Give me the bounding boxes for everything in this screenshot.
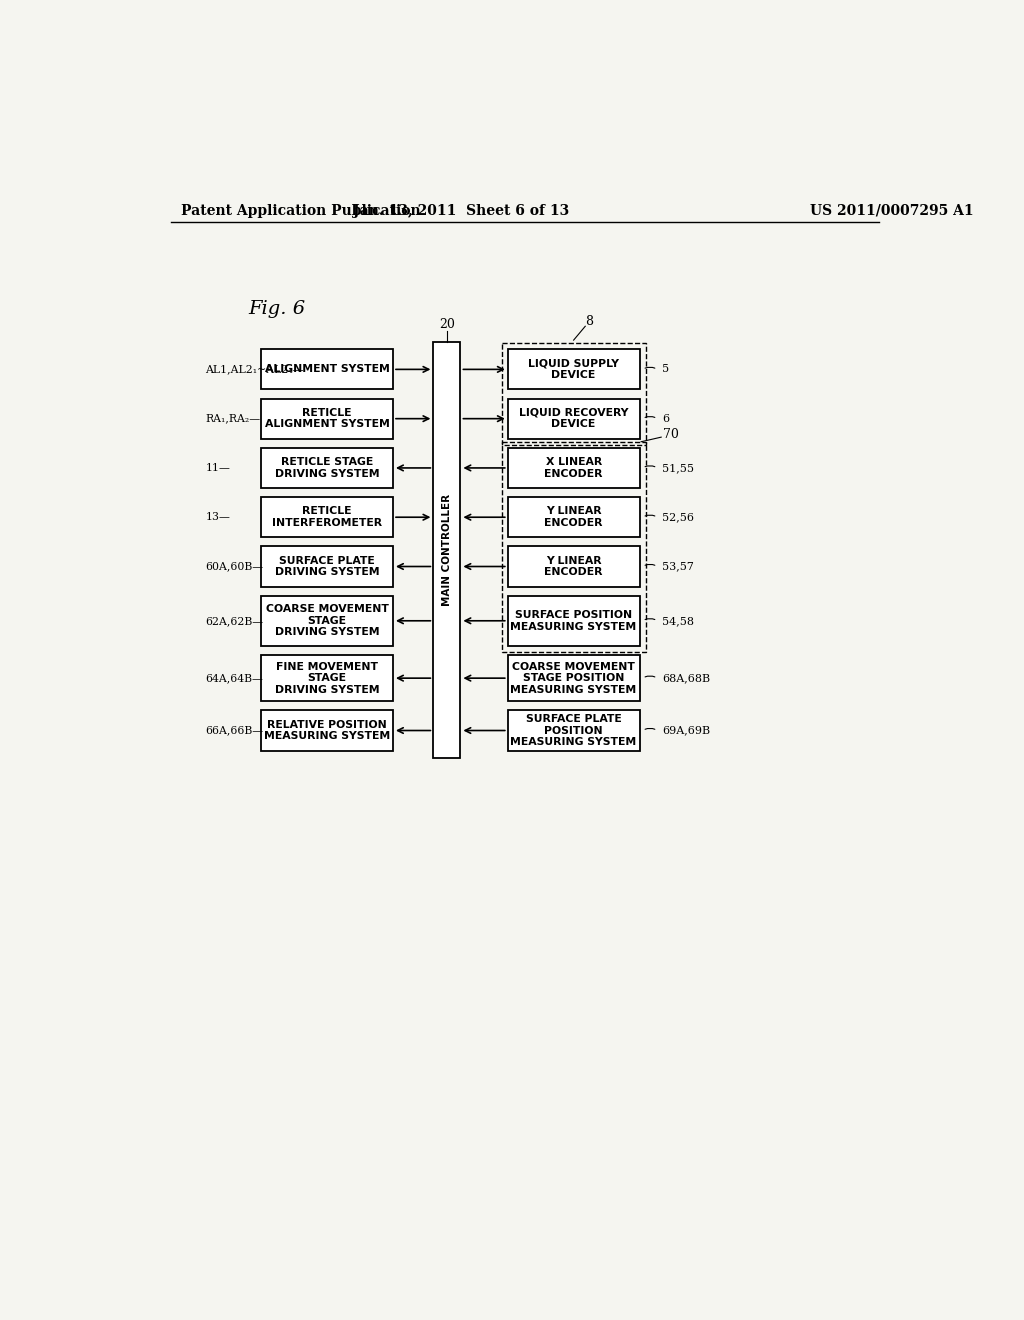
Text: SURFACE PLATE
POSITION
MEASURING SYSTEM: SURFACE PLATE POSITION MEASURING SYSTEM	[511, 714, 637, 747]
Text: 11—: 11—	[206, 463, 230, 473]
Bar	[508, 399, 640, 438]
Text: RETICLE STAGE
DRIVING SYSTEM: RETICLE STAGE DRIVING SYSTEM	[274, 457, 380, 479]
Bar	[508, 546, 640, 586]
Text: Y LINEAR
ENCODER: Y LINEAR ENCODER	[545, 507, 603, 528]
Bar	[508, 447, 640, 488]
Text: LIQUID SUPPLY
DEVICE: LIQUID SUPPLY DEVICE	[528, 359, 620, 380]
Text: RA₁,RA₂—: RA₁,RA₂—	[206, 413, 261, 424]
Bar	[502, 442, 646, 652]
Text: 8: 8	[585, 315, 593, 329]
Text: 20: 20	[439, 318, 455, 331]
Text: Patent Application Publication: Patent Application Publication	[180, 203, 420, 218]
Text: ALIGNMENT SYSTEM: ALIGNMENT SYSTEM	[265, 364, 389, 375]
Text: Jan. 13, 2011  Sheet 6 of 13: Jan. 13, 2011 Sheet 6 of 13	[353, 203, 569, 218]
Bar	[433, 342, 461, 758]
Text: 51,55: 51,55	[662, 463, 694, 473]
Text: 52,56: 52,56	[662, 512, 694, 523]
Text: FINE MOVEMENT
STAGE
DRIVING SYSTEM: FINE MOVEMENT STAGE DRIVING SYSTEM	[274, 661, 380, 694]
Bar	[261, 655, 393, 701]
Text: SURFACE PLATE
DRIVING SYSTEM: SURFACE PLATE DRIVING SYSTEM	[274, 556, 380, 577]
Bar	[508, 498, 640, 537]
Text: RETICLE
ALIGNMENT SYSTEM: RETICLE ALIGNMENT SYSTEM	[265, 408, 389, 429]
Text: RELATIVE POSITION
MEASURING SYSTEM: RELATIVE POSITION MEASURING SYSTEM	[264, 719, 390, 742]
Bar	[261, 546, 393, 586]
Bar	[508, 710, 640, 751]
Text: MAIN CONTROLLER: MAIN CONTROLLER	[442, 494, 452, 606]
Bar	[508, 350, 640, 389]
Bar	[502, 343, 646, 445]
Bar	[261, 447, 393, 488]
Text: 54,58: 54,58	[662, 616, 694, 626]
Text: 68A,68B: 68A,68B	[662, 673, 710, 684]
Text: COARSE MOVEMENT
STAGE POSITION
MEASURING SYSTEM: COARSE MOVEMENT STAGE POSITION MEASURING…	[511, 661, 637, 694]
Bar	[261, 399, 393, 438]
Text: LIQUID RECOVERY
DEVICE: LIQUID RECOVERY DEVICE	[519, 408, 629, 429]
Text: 64A,64B—: 64A,64B—	[206, 673, 263, 684]
Text: SURFACE POSITION
MEASURING SYSTEM: SURFACE POSITION MEASURING SYSTEM	[511, 610, 637, 631]
Bar	[508, 655, 640, 701]
Bar	[261, 350, 393, 389]
Bar	[508, 595, 640, 645]
Text: Y LINEAR
ENCODER: Y LINEAR ENCODER	[545, 556, 603, 577]
Bar	[261, 498, 393, 537]
Text: 62A,62B—: 62A,62B—	[206, 616, 263, 626]
Text: RETICLE
INTERFEROMETER: RETICLE INTERFEROMETER	[272, 507, 382, 528]
Text: 60A,60B—: 60A,60B—	[206, 561, 263, 572]
Text: 70: 70	[663, 428, 679, 441]
Text: 13—: 13—	[206, 512, 230, 523]
Text: 5: 5	[662, 364, 669, 375]
Text: 6: 6	[662, 413, 669, 424]
Text: 69A,69B: 69A,69B	[662, 726, 710, 735]
Bar	[261, 710, 393, 751]
Text: 53,57: 53,57	[662, 561, 694, 572]
Text: X LINEAR
ENCODER: X LINEAR ENCODER	[545, 457, 603, 479]
Text: US 2011/0007295 A1: US 2011/0007295 A1	[810, 203, 974, 218]
Bar	[261, 595, 393, 645]
Text: Fig. 6: Fig. 6	[248, 300, 305, 318]
Text: 66A,66B—: 66A,66B—	[206, 726, 263, 735]
Text: AL1,AL2₁~AL2₄—: AL1,AL2₁~AL2₄—	[206, 364, 304, 375]
Text: COARSE MOVEMENT
STAGE
DRIVING SYSTEM: COARSE MOVEMENT STAGE DRIVING SYSTEM	[266, 605, 389, 638]
